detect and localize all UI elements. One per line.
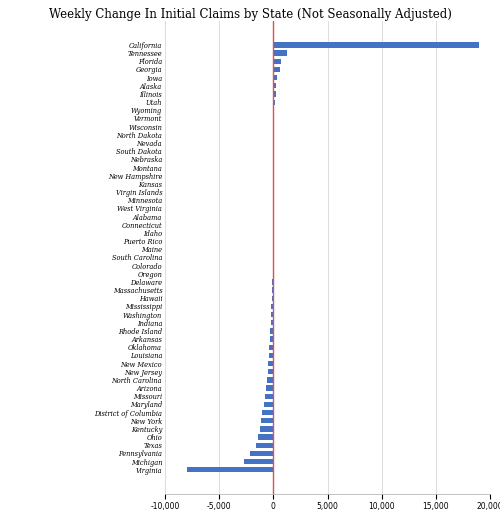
Bar — [272, 271, 274, 277]
Bar — [270, 320, 274, 326]
Bar — [270, 336, 274, 342]
Bar — [186, 467, 274, 473]
Bar — [264, 402, 274, 407]
Bar — [268, 361, 274, 366]
Bar — [268, 369, 274, 374]
Bar — [272, 295, 274, 301]
Bar — [274, 59, 281, 64]
Bar — [272, 288, 274, 293]
Text: Weekly Change In Initial Claims by State (Not Seasonally Adjusted): Weekly Change In Initial Claims by State… — [48, 8, 452, 21]
Bar — [269, 353, 274, 358]
Bar — [244, 459, 274, 464]
Bar — [274, 83, 276, 88]
Bar — [269, 345, 274, 350]
Bar — [250, 451, 274, 456]
Bar — [274, 50, 287, 56]
Bar — [270, 328, 274, 334]
Bar — [256, 443, 274, 448]
Bar — [274, 42, 479, 48]
Bar — [271, 312, 274, 317]
Bar — [274, 92, 276, 97]
Bar — [274, 67, 280, 72]
Bar — [261, 418, 274, 423]
Bar — [274, 75, 277, 80]
Bar — [272, 279, 274, 284]
Bar — [266, 378, 274, 383]
Bar — [258, 435, 274, 440]
Bar — [262, 410, 274, 415]
Bar — [266, 385, 274, 391]
Bar — [265, 394, 274, 399]
Bar — [260, 426, 274, 432]
Bar — [274, 99, 275, 105]
Bar — [272, 304, 274, 309]
